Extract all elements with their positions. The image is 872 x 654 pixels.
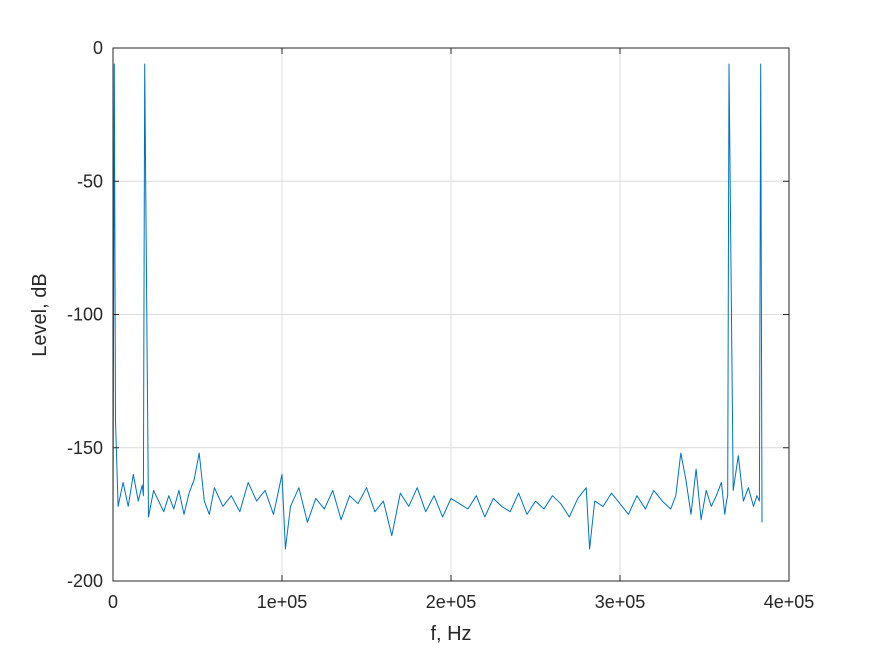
tick-marks [112, 47, 790, 582]
y-tick-label: -50 [77, 171, 103, 191]
x-tick-label: 3e+05 [595, 592, 646, 612]
x-axis-label: f, Hz [430, 623, 471, 645]
y-tick-label: -200 [67, 571, 103, 591]
y-tick-label: -150 [67, 438, 103, 458]
x-tick-labels: 0 1e+05 2e+05 3e+05 4e+05 [108, 592, 814, 612]
spectrum-line [112, 63, 763, 550]
x-tick-label: 4e+05 [764, 592, 815, 612]
x-tick-label: 1e+05 [257, 592, 308, 612]
x-tick-label: 0 [108, 592, 118, 612]
y-tick-label: -100 [67, 305, 103, 325]
y-axis-label: Level, dB [29, 273, 51, 356]
y-tick-label: 0 [93, 38, 103, 58]
y-tick-labels: 0 -50 -100 -150 -200 [67, 38, 103, 591]
series-layer [112, 63, 763, 550]
x-tick-label: 2e+05 [426, 592, 477, 612]
